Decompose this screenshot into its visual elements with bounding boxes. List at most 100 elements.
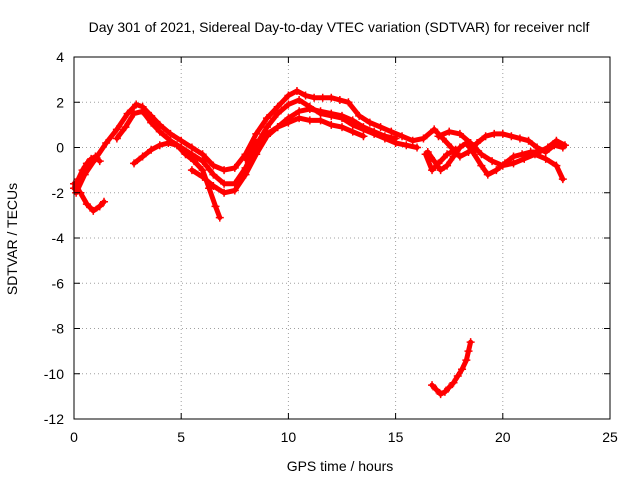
data-point xyxy=(147,145,156,154)
data-point xyxy=(284,114,293,123)
data-point xyxy=(453,372,462,381)
data-point xyxy=(132,100,141,109)
data-point xyxy=(338,111,346,120)
data-point xyxy=(155,141,164,150)
data-point xyxy=(464,347,473,356)
data-point xyxy=(524,136,533,145)
data-point xyxy=(89,206,98,215)
data-point xyxy=(318,93,327,102)
data-point xyxy=(428,381,437,390)
x-tick-label: 10 xyxy=(281,429,297,445)
data-point xyxy=(130,109,139,118)
y-tick-label: 0 xyxy=(56,140,64,156)
data-point xyxy=(172,141,181,150)
data-point xyxy=(466,338,475,347)
data-point xyxy=(95,157,104,166)
data-point xyxy=(359,132,368,141)
data-point xyxy=(348,127,357,136)
data-point xyxy=(112,134,121,143)
data-point xyxy=(413,143,422,152)
data-point xyxy=(316,116,325,125)
data-point xyxy=(91,154,100,163)
data-point xyxy=(198,166,207,175)
data-point xyxy=(541,154,550,163)
data-point xyxy=(498,129,507,138)
data-point xyxy=(230,186,239,195)
data-point xyxy=(338,123,346,132)
data-point xyxy=(198,150,207,159)
y-tick-label: -12 xyxy=(44,411,64,427)
data-point xyxy=(434,132,443,141)
data-point xyxy=(451,145,460,154)
data-point xyxy=(455,143,464,152)
data-point xyxy=(295,114,304,123)
data-point xyxy=(100,197,109,206)
data-point xyxy=(509,152,518,161)
data-point xyxy=(419,134,428,143)
series-track xyxy=(114,97,420,187)
data-point xyxy=(376,123,385,132)
data-point xyxy=(481,132,490,141)
data-point xyxy=(327,93,336,102)
data-point xyxy=(552,161,561,170)
data-point xyxy=(428,166,437,175)
data-point xyxy=(355,111,364,120)
data-point xyxy=(138,107,147,116)
grid xyxy=(74,57,610,419)
data-point xyxy=(273,123,282,132)
data-point xyxy=(408,136,417,145)
x-tick-label: 15 xyxy=(388,429,404,445)
data-point xyxy=(359,123,368,132)
data-point xyxy=(558,175,567,184)
data-point xyxy=(166,129,175,138)
data-point xyxy=(387,127,396,136)
data-point xyxy=(477,161,486,170)
data-point xyxy=(220,166,229,175)
data-point xyxy=(430,125,439,134)
data-point xyxy=(507,132,516,141)
data-point xyxy=(509,159,518,168)
y-tick-label: 2 xyxy=(56,94,64,110)
data-point xyxy=(292,86,301,95)
data-point xyxy=(262,114,271,123)
data-point xyxy=(284,100,293,109)
data-point xyxy=(380,132,389,141)
data-point xyxy=(273,109,282,118)
data-point xyxy=(445,127,454,136)
data-point xyxy=(402,141,411,150)
data-point xyxy=(187,143,196,152)
data-point xyxy=(80,170,89,179)
data-point xyxy=(215,213,224,222)
data-point xyxy=(190,157,199,166)
series-arc-2 xyxy=(70,179,109,215)
data-point xyxy=(436,166,445,175)
data-point xyxy=(430,157,439,166)
data-point xyxy=(301,91,310,100)
data-point xyxy=(327,120,336,129)
data-point xyxy=(492,166,501,175)
data-point xyxy=(421,150,430,159)
data-point xyxy=(468,148,477,157)
data-point xyxy=(181,150,190,159)
data-point xyxy=(335,95,344,104)
data-point xyxy=(273,102,282,111)
data-point xyxy=(112,125,121,134)
data-point xyxy=(436,390,445,399)
data-point xyxy=(252,129,261,138)
data-point xyxy=(348,116,357,125)
data-point xyxy=(187,166,196,175)
data-point xyxy=(198,172,207,181)
x-tick-label: 0 xyxy=(70,429,78,445)
data-point xyxy=(121,123,130,132)
data-point xyxy=(295,107,304,116)
series-arc-10 xyxy=(421,145,460,175)
y-tick-label: -4 xyxy=(52,230,65,246)
data-point xyxy=(316,107,325,116)
data-point xyxy=(95,202,104,211)
data-point xyxy=(449,152,458,161)
data-point xyxy=(327,109,336,118)
data-point xyxy=(252,150,261,159)
x-tick-label: 5 xyxy=(177,429,185,445)
data-point xyxy=(211,202,220,211)
series-arc-3 xyxy=(72,86,567,197)
